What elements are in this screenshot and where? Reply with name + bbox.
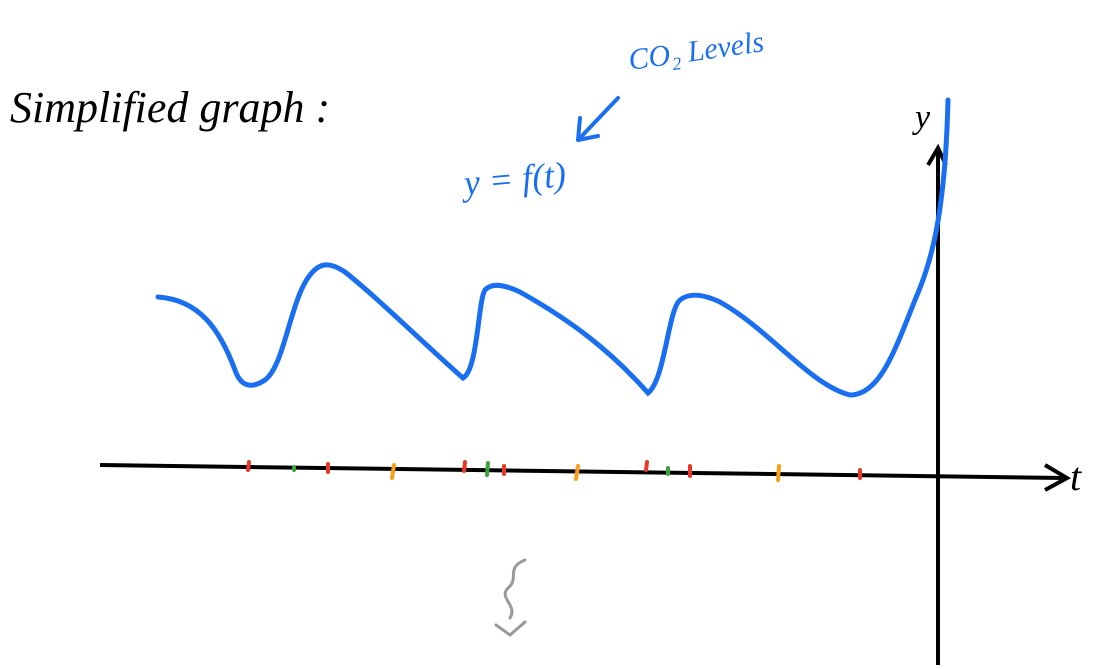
t-axis-label: t	[1070, 454, 1082, 499]
mark-red	[646, 462, 647, 470]
title: Simplified graph :	[10, 83, 330, 132]
mark-orange	[576, 466, 578, 479]
sketch: Simplified graph : CO₂ Levels y = f(t) y…	[0, 0, 1108, 669]
mark-green	[487, 463, 488, 475]
y-axis-label: y	[912, 99, 931, 136]
mark-orange	[392, 465, 394, 478]
mark-red	[464, 462, 465, 471]
mark-red	[248, 462, 249, 470]
mark-orange	[778, 466, 779, 480]
